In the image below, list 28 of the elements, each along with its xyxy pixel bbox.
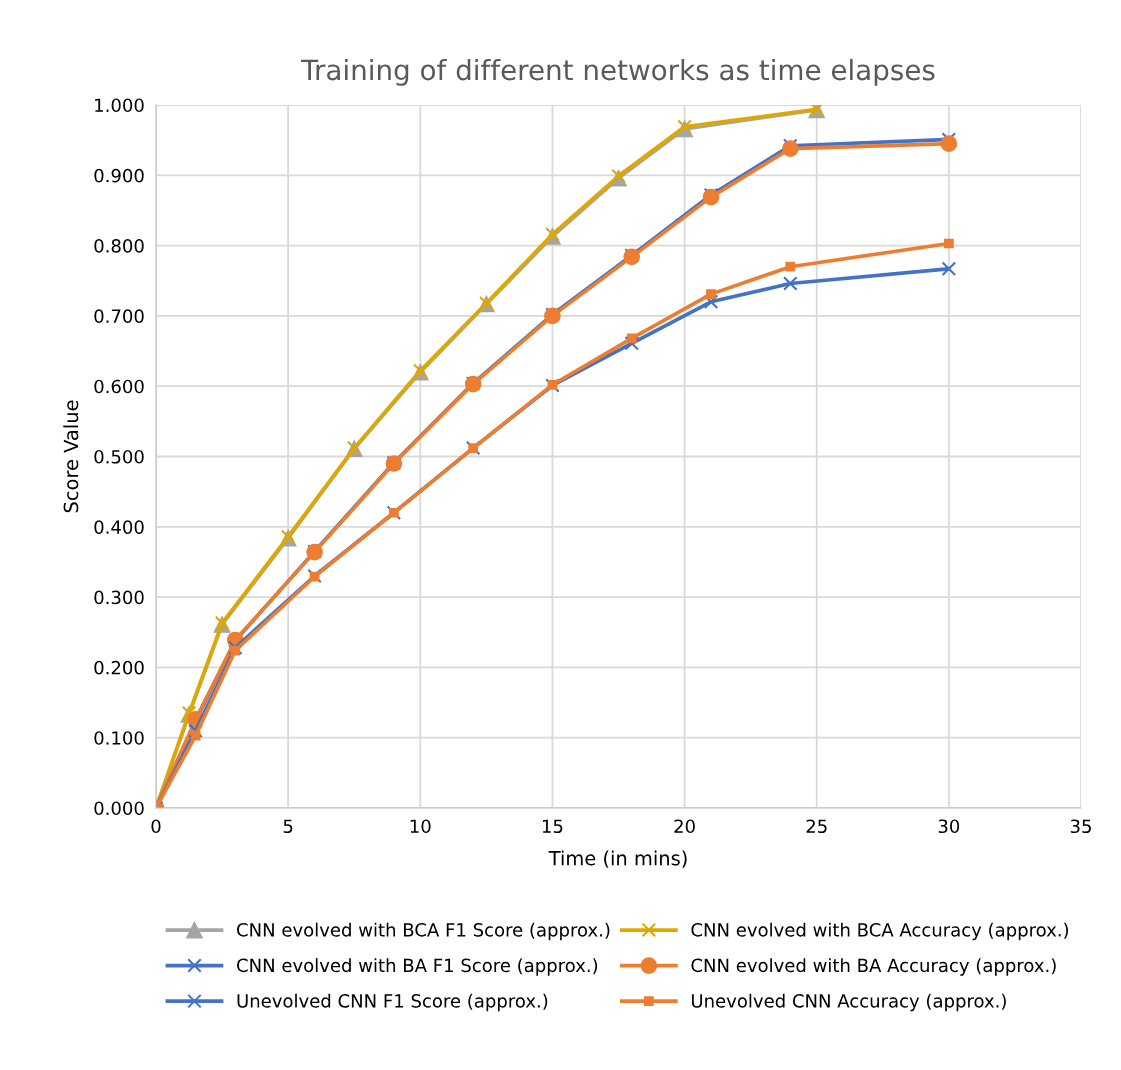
x-tick-label: 0 [151,819,161,834]
x-tick-label: 30 [938,819,960,834]
legend-label: CNN evolved with BA Accuracy (approx.) [691,958,1056,976]
y-tick-label: 0.200 [94,660,144,675]
x-tick-label: 35 [1070,819,1091,834]
chart-title: Training of different networks as time elapses [301,58,935,86]
x-tick-label: 15 [542,819,563,834]
legend-label: CNN evolved with BCA F1 Score (approx.) [237,922,610,941]
y-tick-label: 0.000 [94,801,144,816]
y-tick-label: 0.100 [94,731,144,745]
y-tick-label: 0.600 [94,379,144,394]
x-tick-label: 25 [806,819,827,834]
y-tick-label: 0.900 [94,168,144,183]
y-tick-label: 0.800 [94,239,144,253]
x-axis-title: Time (in mins) [548,850,687,868]
legend-label: CNN evolved with BA F1 Score (approx.) [237,958,598,976]
y-tick-label: 0.400 [94,520,144,534]
y-tick-label: 1.000 [95,98,144,113]
x-tick-label: 5 [283,819,293,834]
x-tick-label: 20 [674,819,695,834]
y-tick-label: 0.300 [94,590,144,605]
legend-label: Unevolved CNN Accuracy (approx.) [691,993,1006,1012]
x-tick-label: 10 [410,819,431,834]
legend-label: Unevolved CNN F1 Score (approx.) [237,993,548,1012]
y-tick-label: 0.700 [94,309,144,324]
y-axis-title: Score Value [63,400,79,513]
legend-label: CNN evolved with BCA Accuracy (approx.) [691,922,1069,941]
y-tick-label: 0.500 [94,449,144,464]
